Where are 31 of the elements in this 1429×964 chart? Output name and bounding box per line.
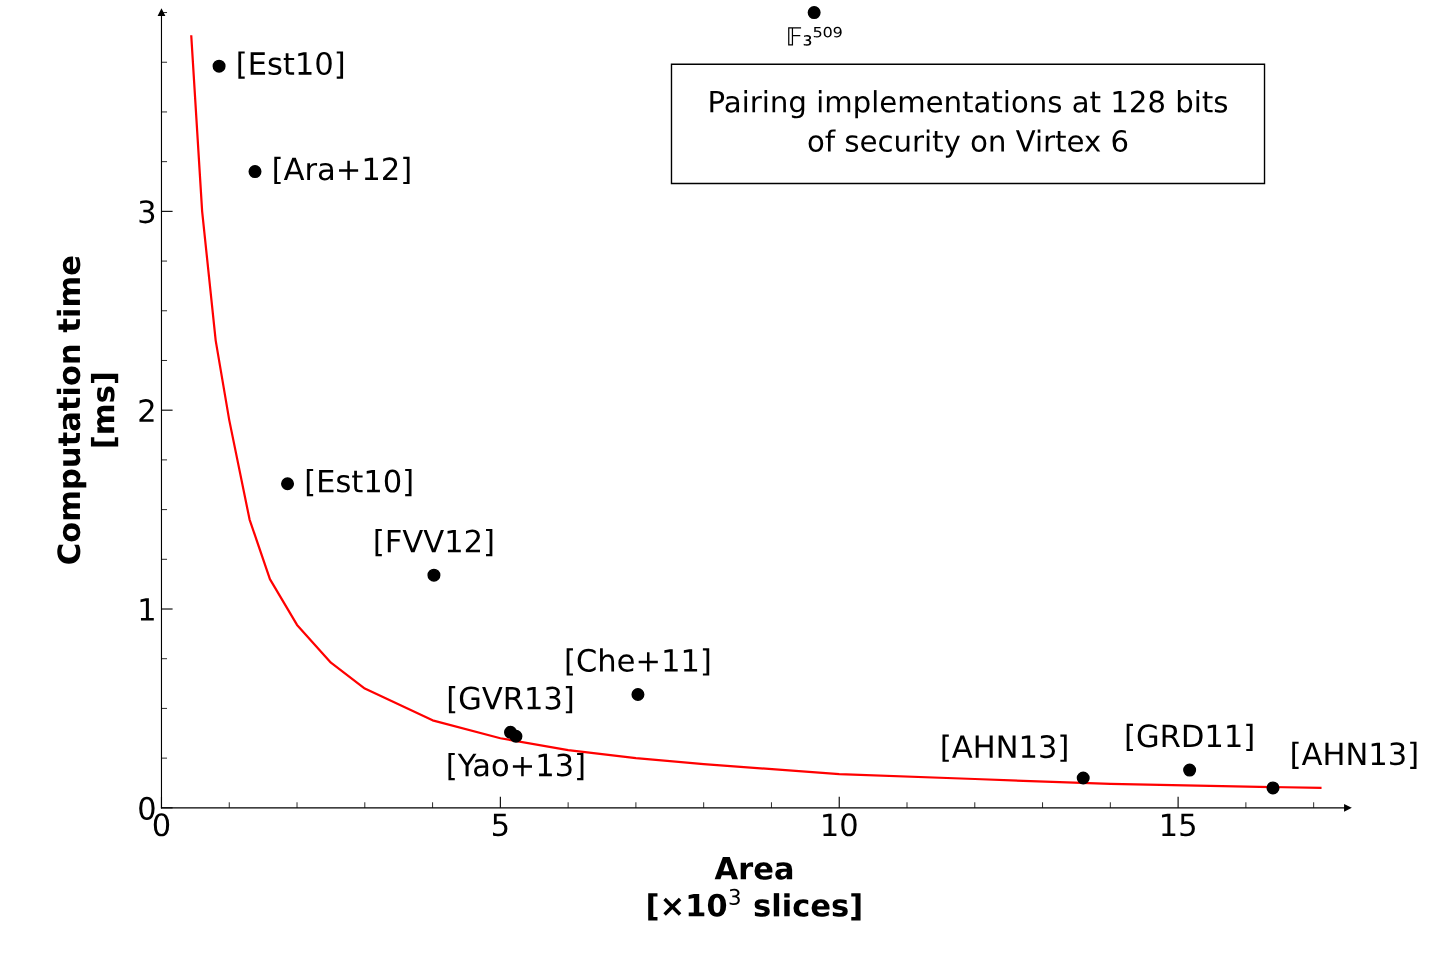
point <box>212 59 226 73</box>
x-axis-title: Area [×10$^{3}$ slices] <box>648 857 861 921</box>
annotation: [Est10] <box>306 468 412 497</box>
point <box>281 477 295 491</box>
y-tick-label: 3 <box>139 200 155 224</box>
annotation: [Che+11] <box>566 648 710 676</box>
annotation: [Yao+13] <box>448 752 584 781</box>
x-tick-label: 15 <box>1162 813 1195 837</box>
y-tick-label: 1 <box>140 598 154 621</box>
annotation: 𝔽₃⁵⁰⁹ <box>788 26 842 46</box>
annotation: Pairing implementations at 128 bits of security on Virtex 6 <box>710 90 1228 158</box>
annotation: [GVR13] <box>448 686 573 714</box>
y-axis-title: Computation time [ms] <box>56 256 119 564</box>
point <box>1266 781 1280 795</box>
y-tick-label: 2 <box>139 399 154 422</box>
point <box>509 729 523 743</box>
point <box>807 6 821 20</box>
annotation: [AHN13] <box>942 734 1067 762</box>
x-tick-label: 5 <box>492 813 508 837</box>
point <box>631 687 645 702</box>
annotation: [Est10] <box>238 51 344 79</box>
annotation: [FVV12] <box>375 528 493 557</box>
point <box>1076 771 1090 785</box>
point <box>427 568 441 582</box>
annotation: [GRD11] <box>1126 723 1253 752</box>
x-tick-label: 10 <box>823 813 857 837</box>
annotation: [Ara+12] <box>274 156 410 185</box>
point <box>248 165 262 179</box>
annotation: [AHN13] <box>1292 741 1417 769</box>
y-tick-label: 0 <box>139 796 155 820</box>
point <box>1183 763 1197 777</box>
